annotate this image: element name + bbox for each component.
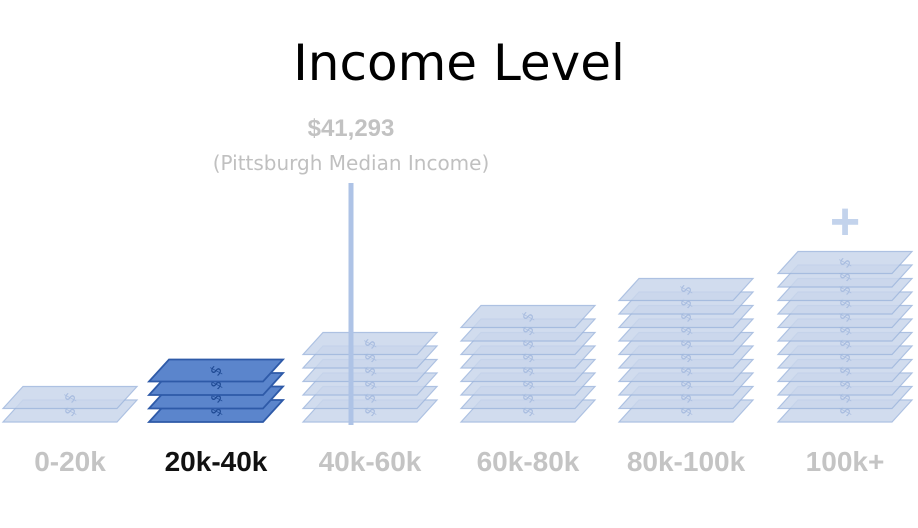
stack-20k-40k: $$$$ [146, 358, 286, 423]
bill-80k-100k-10 [617, 277, 755, 302]
stack-80k-100k: $$$$$$$$$$ [617, 277, 755, 423]
bill-60k-80k-8 [459, 304, 597, 329]
bill-40k-60k-6 [301, 331, 439, 356]
bill-100k+-12 [776, 250, 914, 275]
overflow-marker: + [830, 193, 860, 251]
stack-40k-60k: $$$$$$ [301, 331, 439, 423]
median-label: (Pittsburgh Median Income) [213, 151, 490, 175]
category-label-80k-100k: 80k-100k [627, 446, 746, 477]
stack-60k-80k: $$$$$$$$ [459, 304, 597, 423]
bill-0-20k-2 [1, 385, 139, 410]
category-label-100k+: 100k+ [806, 446, 885, 477]
category-label-20k-40k: 20k-40k [165, 446, 268, 477]
category-label-0-20k: 0-20k [34, 446, 106, 477]
category-label-40k-60k: 40k-60k [319, 446, 422, 477]
chart-title: Income Level [293, 34, 625, 92]
category-labels: 0-20k 20k-40k 40k-60k 60k-80k 80k-100k 100k+ [34, 446, 884, 477]
stack-0-20k: $$ [1, 385, 139, 423]
stack-100k+: $$$$$$$$$$$$ [776, 250, 914, 423]
median-annotation: $41,293 (Pittsburgh Median Income) [213, 115, 490, 425]
category-label-60k-80k: 60k-80k [477, 446, 580, 477]
median-value: $41,293 [308, 115, 395, 142]
bill-20k-40k-4 [146, 358, 286, 383]
bill-stacks: $$$$$$$$$$$$$$$$$$$$$$$$$$$$$$$$$$$$$$$$… [1, 193, 914, 423]
